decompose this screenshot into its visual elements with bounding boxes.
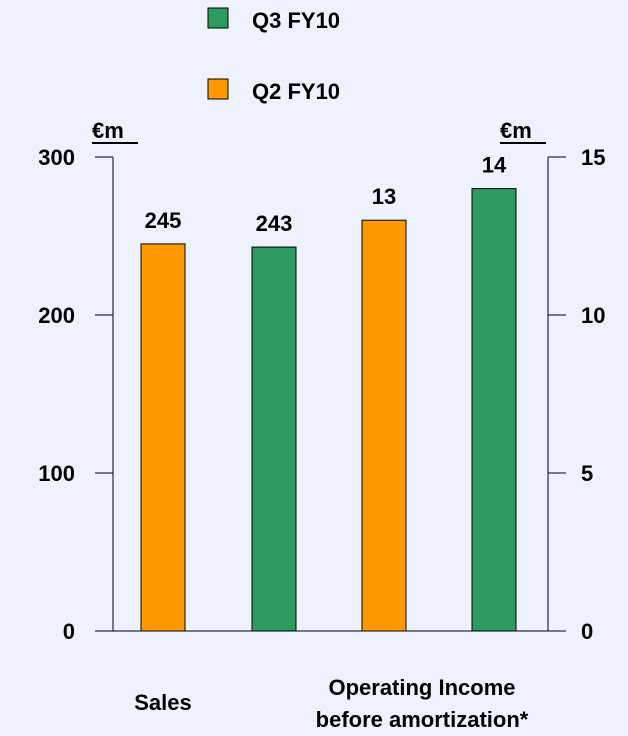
category-label-op-line2: before amortization* — [316, 707, 529, 732]
right-tick-label: 0 — [581, 619, 593, 644]
bar-value-label: 13 — [372, 184, 396, 209]
category-label-op-line1: Operating Income — [328, 675, 515, 700]
legend: Q3 FY10 Q2 FY10 — [207, 7, 340, 104]
category-label-sales: Sales — [134, 690, 192, 715]
right-tick-label: 15 — [581, 145, 605, 170]
bar-q3-operating-income — [471, 188, 517, 632]
bar-value-label: 245 — [145, 208, 182, 233]
left-tick-label: 300 — [38, 145, 75, 170]
bar-q2-operating-income — [361, 219, 407, 632]
legend-swatch-q3 — [207, 7, 229, 29]
bar-q3-sales — [251, 246, 297, 632]
left-axis-ticks: 0 100 200 300 — [38, 145, 113, 644]
right-tick-label: 10 — [581, 303, 605, 328]
left-tick-label: 100 — [38, 461, 75, 486]
legend-label-q3: Q3 FY10 — [252, 8, 340, 33]
right-tick-label: 5 — [581, 461, 593, 486]
legend-swatch-q2 — [207, 78, 229, 100]
bar-value-label: 243 — [256, 211, 293, 236]
bars — [140, 188, 517, 632]
left-tick-label: 200 — [38, 303, 75, 328]
left-axis-unit: €m — [92, 118, 124, 143]
right-axis-ticks: 0 5 10 15 — [548, 145, 605, 644]
bar-q2-sales — [140, 243, 186, 632]
bar-value-labels: 245 243 13 14 — [145, 153, 507, 236]
left-tick-label: 0 — [63, 619, 75, 644]
right-axis-unit: €m — [500, 118, 532, 143]
bar-value-label: 14 — [482, 153, 507, 178]
legend-label-q2: Q2 FY10 — [252, 79, 340, 104]
